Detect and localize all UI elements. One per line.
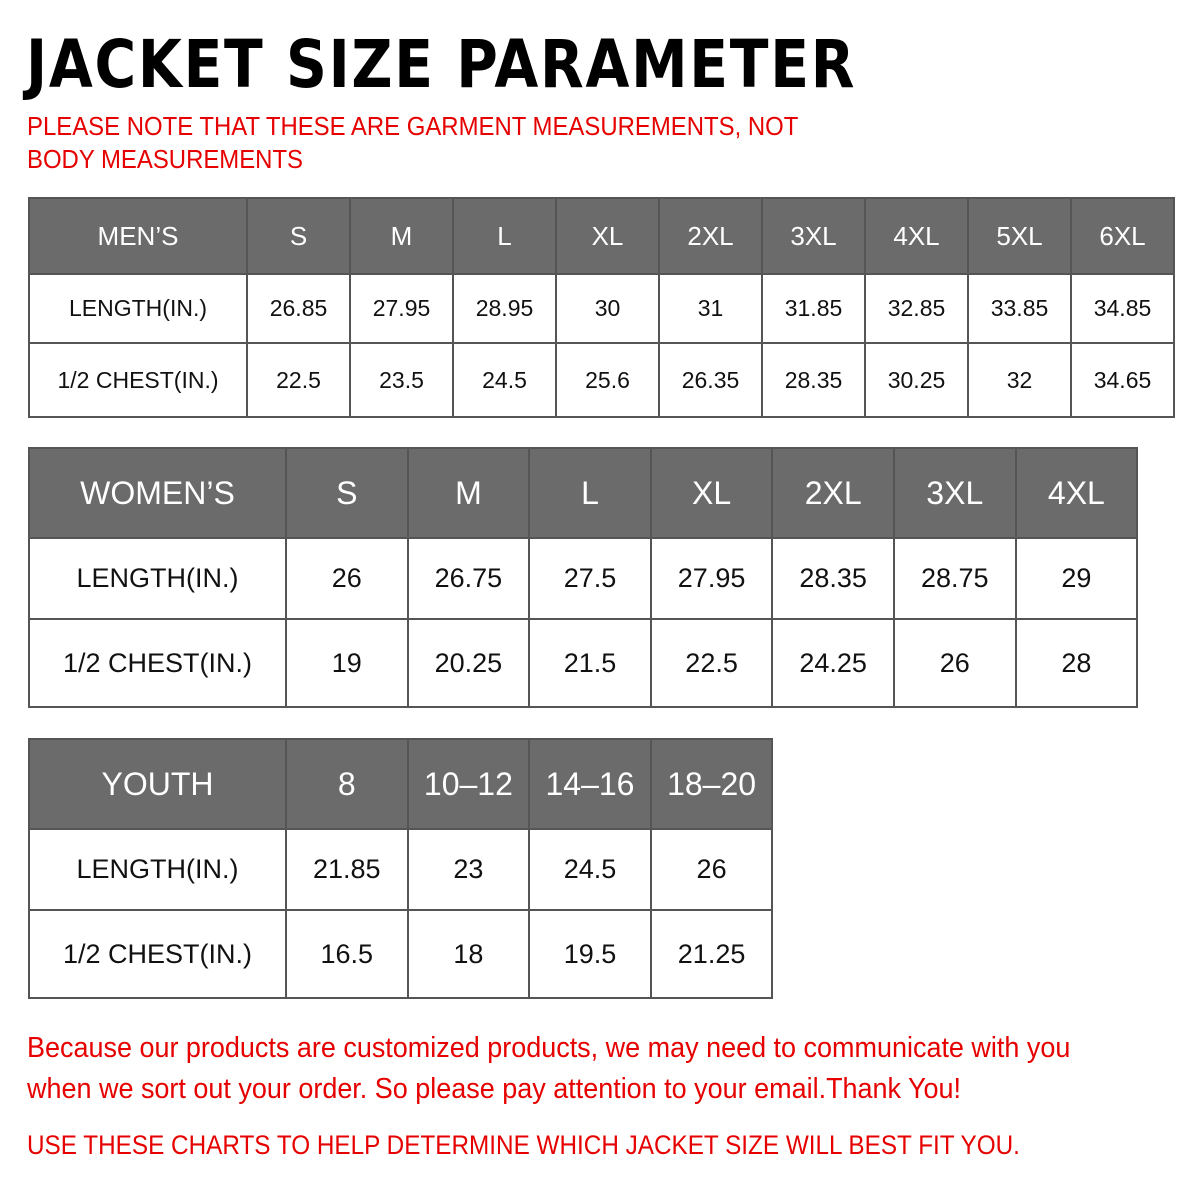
row-label: LENGTH(IN.)	[28, 828, 287, 911]
size-header: XL	[649, 447, 774, 539]
measurement-cell: 28.35	[761, 342, 866, 418]
measurement-cell: 26	[649, 828, 774, 911]
mens-size-table: MEN’S S M L XL 2XL 3XL 4XL 5XL 6XL LENGTH(IN.) 26.8…	[28, 197, 1175, 418]
size-header: S	[246, 197, 351, 275]
measurement-cell: 31.85	[761, 273, 866, 344]
table-row: 1/2 CHEST(IN.) 19 20.25 21.5 22.5 24.25 26 28	[28, 618, 1139, 708]
row-label: LENGTH(IN.)	[28, 537, 287, 620]
garment-note: PLEASE NOTE THAT THESE ARE GARMENT MEASU…	[27, 111, 798, 174]
size-header: 2XL	[658, 197, 763, 275]
womens-size-table: WOMEN’S S M L XL 2XL 3XL 4XL LENGTH(IN.) 26 26.75 2…	[28, 447, 1139, 708]
header-row: YOUTH 8 10–12 14–16 18–20	[28, 738, 774, 830]
measurement-cell: 29	[1014, 537, 1139, 620]
measurement-cell: 18	[406, 909, 531, 999]
size-header: 3XL	[761, 197, 866, 275]
row-label: LENGTH(IN.)	[28, 273, 248, 344]
size-header: 4XL	[864, 197, 969, 275]
measurement-cell: 24.25	[771, 618, 895, 708]
size-header: 5XL	[967, 197, 1072, 275]
category-label: MEN’S	[28, 197, 248, 275]
measurement-cell: 26	[285, 537, 409, 620]
measurement-cell: 21.85	[285, 828, 409, 911]
measurement-cell: 32.85	[864, 273, 969, 344]
header-row: WOMEN’S S M L XL 2XL 3XL 4XL	[28, 447, 1139, 539]
size-header: 10–12	[406, 738, 531, 830]
row-label: 1/2 CHEST(IN.)	[28, 342, 248, 418]
size-header: 3XL	[892, 447, 1017, 539]
measurement-cell: 30	[555, 273, 660, 344]
measurement-cell: 30.25	[864, 342, 969, 418]
size-header: S	[285, 447, 409, 539]
size-header: 4XL	[1014, 447, 1139, 539]
measurement-cell: 33.85	[967, 273, 1072, 344]
table-row: 1/2 CHEST(IN.) 16.5 18 19.5 21.25	[28, 909, 774, 999]
table-row: LENGTH(IN.) 21.85 23 24.5 26	[28, 828, 774, 911]
measurement-cell: 19.5	[528, 909, 652, 999]
measurement-cell: 34.65	[1070, 342, 1175, 418]
measurement-cell: 25.6	[555, 342, 660, 418]
youth-size-table: YOUTH 8 10–12 14–16 18–20 LENGTH(IN.) 21.85 23 2…	[28, 738, 774, 999]
size-header: 2XL	[771, 447, 895, 539]
measurement-cell: 23	[406, 828, 531, 911]
measurement-cell: 24.5	[452, 342, 557, 418]
customization-notice: Because our products are customized prod…	[27, 1032, 1071, 1105]
measurement-cell: 27.5	[528, 537, 652, 620]
measurement-cell: 21.5	[528, 618, 652, 708]
measurement-cell: 27.95	[649, 537, 774, 620]
measurement-cell: 23.5	[349, 342, 454, 418]
measurement-cell: 20.25	[406, 618, 531, 708]
measurement-cell: 26.35	[658, 342, 763, 418]
measurement-cell: 31	[658, 273, 763, 344]
measurement-cell: 34.85	[1070, 273, 1175, 344]
size-header: 18–20	[649, 738, 774, 830]
size-header: 14–16	[528, 738, 652, 830]
size-header: M	[406, 447, 531, 539]
measurement-cell: 28.75	[892, 537, 1017, 620]
page-title: JACKET SIZE PARAMETER	[26, 26, 857, 103]
fit-guidance: USE THESE CHARTS TO HELP DETERMINE WHICH…	[27, 1130, 1020, 1160]
size-header: L	[528, 447, 652, 539]
measurement-cell: 26.85	[246, 273, 351, 344]
table-row: LENGTH(IN.) 26.85 27.95 28.95 30 31 31.85 32.85…	[28, 273, 1175, 344]
header-row: MEN’S S M L XL 2XL 3XL 4XL 5XL 6XL	[28, 197, 1175, 275]
category-label: WOMEN’S	[28, 447, 287, 539]
measurement-cell: 19	[285, 618, 409, 708]
size-header: XL	[555, 197, 660, 275]
measurement-cell: 22.5	[246, 342, 351, 418]
measurement-cell: 26.75	[406, 537, 531, 620]
measurement-cell: 28	[1014, 618, 1139, 708]
measurement-cell: 28.35	[771, 537, 895, 620]
measurement-cell: 22.5	[649, 618, 774, 708]
measurement-cell: 24.5	[528, 828, 652, 911]
measurement-cell: 27.95	[349, 273, 454, 344]
measurement-cell: 28.95	[452, 273, 557, 344]
size-header: L	[452, 197, 557, 275]
measurement-cell: 16.5	[285, 909, 409, 999]
row-label: 1/2 CHEST(IN.)	[28, 909, 287, 999]
table-row: 1/2 CHEST(IN.) 22.5 23.5 24.5 25.6 26.35 28.35…	[28, 342, 1175, 418]
category-label: YOUTH	[28, 738, 287, 830]
measurement-cell: 32	[967, 342, 1072, 418]
measurement-cell: 21.25	[649, 909, 774, 999]
row-label: 1/2 CHEST(IN.)	[28, 618, 287, 708]
size-header: M	[349, 197, 454, 275]
size-header: 8	[285, 738, 409, 830]
table-row: LENGTH(IN.) 26 26.75 27.5 27.95 28.35 28.75 29	[28, 537, 1139, 620]
size-header: 6XL	[1070, 197, 1175, 275]
measurement-cell: 26	[892, 618, 1017, 708]
